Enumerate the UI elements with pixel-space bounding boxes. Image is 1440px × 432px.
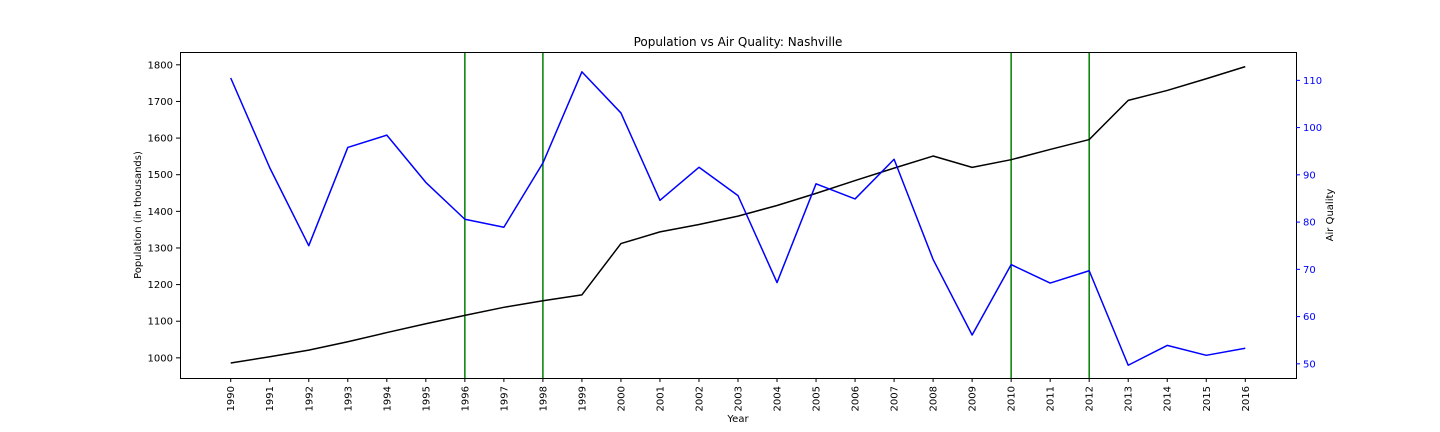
- x-tick-label: 1991: [265, 386, 276, 411]
- chart-title: Population vs Air Quality: Nashville: [634, 35, 843, 49]
- x-tick-label: 2011: [1046, 386, 1057, 411]
- x-tick-label: 1990: [226, 386, 237, 411]
- y-left-tick-label: 1300: [148, 243, 173, 254]
- x-tick-label: 2005: [812, 386, 823, 411]
- y-right-tick-label: 110: [1303, 76, 1322, 87]
- x-tick-label: 1996: [460, 386, 471, 411]
- x-tick-label: 2008: [929, 386, 940, 411]
- x-tick-label: 2004: [773, 386, 784, 411]
- y-axis-title-left: Population (in thousands): [133, 151, 144, 279]
- x-tick-label: 1994: [382, 386, 393, 411]
- y-left-tick-label: 1100: [148, 317, 173, 328]
- x-axis: 1990 1991 1992 1993 1994 1995 1996 1997 1998 1999…: [226, 378, 1252, 411]
- x-tick-label: 1998: [538, 386, 549, 411]
- x-tick-label: 2013: [1124, 386, 1135, 411]
- series-group: [230, 65, 1246, 366]
- population-line: [230, 65, 1246, 364]
- x-tick-label: 1995: [421, 386, 432, 411]
- y-left-tick-label: 1200: [148, 280, 173, 291]
- x-tick-label: 2015: [1202, 386, 1213, 411]
- y-left-tick-label: 1000: [148, 353, 173, 364]
- y-right-tick-label: 70: [1303, 265, 1316, 276]
- vertical-markers: [464, 52, 1090, 378]
- x-tick-label: 1993: [343, 386, 354, 411]
- x-tick-label: 2003: [734, 386, 745, 411]
- y-left-tick-label: 1700: [148, 97, 173, 108]
- x-tick-label: 1992: [304, 386, 315, 411]
- y-right-tick-label: 80: [1303, 218, 1316, 229]
- x-tick-label: 2001: [655, 386, 666, 411]
- y-axis-left: 1000 1100 1200 1300 1400 1500 1600 1700 1800: [148, 60, 180, 364]
- x-tick-label: 2007: [890, 386, 901, 411]
- y-right-tick-label: 50: [1303, 359, 1316, 370]
- x-tick-label: 2010: [1007, 386, 1018, 411]
- y-left-tick-label: 1500: [148, 170, 173, 181]
- y-left-tick-label: 1800: [148, 60, 173, 71]
- x-tick-label: 1997: [499, 386, 510, 411]
- x-tick-label: 2006: [851, 386, 862, 411]
- x-tick-label: 2012: [1085, 386, 1096, 411]
- x-tick-label: 2016: [1241, 386, 1252, 411]
- x-tick-label: 2009: [968, 386, 979, 411]
- x-tick-label: 2014: [1163, 386, 1174, 411]
- x-tick-label: 1999: [577, 386, 588, 411]
- x-tick-label: 2002: [694, 386, 705, 411]
- y-right-tick-label: 100: [1303, 123, 1322, 134]
- y-right-tick-label: 90: [1303, 170, 1316, 181]
- y-axis-title-right: Air Quality: [1325, 189, 1336, 242]
- y-axis-right: 50 60 70 80 90 100 110: [1296, 76, 1322, 370]
- y-right-tick-label: 60: [1303, 312, 1316, 323]
- y-left-tick-label: 1600: [148, 134, 173, 145]
- y-left-tick-label: 1400: [148, 207, 173, 218]
- air-quality-line: [230, 71, 1246, 366]
- x-tick-label: 2000: [616, 386, 627, 411]
- x-axis-title: Year: [726, 414, 749, 425]
